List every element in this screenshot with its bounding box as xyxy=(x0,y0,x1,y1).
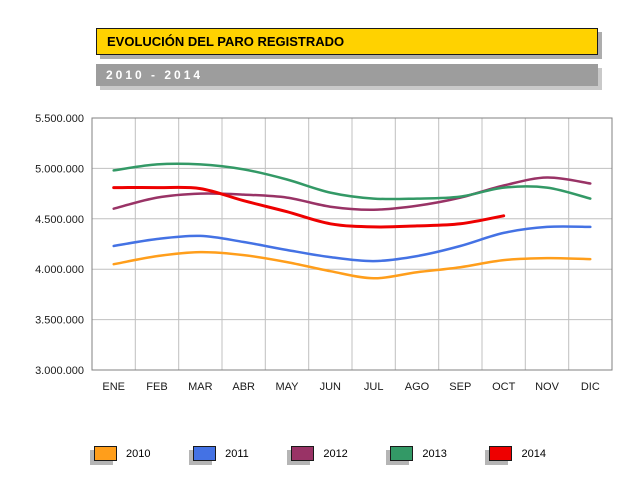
x-axis-label: FEB xyxy=(146,381,167,393)
grid xyxy=(91,117,613,371)
x-axis-label: AGO xyxy=(405,381,430,393)
legend-key-2011 xyxy=(193,446,217,461)
x-axis-label: ABR xyxy=(232,381,255,393)
chart-legend: 2010 2011 2012 2013 2014 xyxy=(94,446,546,461)
series-line-2012 xyxy=(112,176,592,211)
legend-label: 2013 xyxy=(422,447,447,460)
x-axis-label: SEP xyxy=(449,381,471,393)
y-axis-label: 3.500.000 xyxy=(35,315,84,327)
y-axis-label: 5.500.000 xyxy=(35,113,84,125)
y-axis-label: 5.000.000 xyxy=(35,163,84,175)
x-axis-label: MAR xyxy=(188,381,213,393)
y-axis-label: 4.500.000 xyxy=(35,214,84,226)
legend-item-2010: 2010 xyxy=(94,446,150,461)
legend-item-2014: 2014 xyxy=(489,446,546,461)
x-axis-label: JUN xyxy=(320,381,341,393)
chart-subtitle-bar: 2010 - 2014 xyxy=(96,64,598,86)
legend-item-2013: 2013 xyxy=(390,446,447,461)
line-chart: 5.500.000 5.000.000 4.500.000 4.000.000 3.50… xyxy=(35,113,613,393)
legend-key-2012 xyxy=(291,446,315,461)
legend-label: 2011 xyxy=(225,447,249,460)
legend-key-2014 xyxy=(489,446,513,461)
y-axis: 5.500.000 5.000.000 4.500.000 4.000.000 3.50… xyxy=(35,113,84,377)
series-line-2010 xyxy=(112,250,592,280)
series-line-2014 xyxy=(112,185,506,229)
legend-label: 2010 xyxy=(126,447,151,460)
y-axis-label: 3.000.000 xyxy=(35,365,84,377)
x-axis-label: DIC xyxy=(581,381,600,393)
legend-key-2010 xyxy=(94,446,117,461)
legend-item-2012: 2012 xyxy=(291,446,348,461)
legend-label: 2012 xyxy=(323,447,348,460)
x-axis-label: JUL xyxy=(364,381,384,393)
legend-label: 2014 xyxy=(521,447,546,460)
y-axis-label: 4.000.000 xyxy=(35,264,84,276)
plot-border xyxy=(91,117,613,371)
x-axis-label: MAY xyxy=(275,381,299,393)
x-axis-label: ENE xyxy=(102,381,125,393)
x-axis-label: NOV xyxy=(535,381,560,393)
chart-title: EVOLUCIÓN DEL PARO REGISTRADO xyxy=(107,34,345,49)
series-line-2011 xyxy=(112,225,592,263)
chart-title-bar: EVOLUCIÓN DEL PARO REGISTRADO xyxy=(96,28,598,55)
legend-key-2013 xyxy=(390,446,414,461)
x-axis: ENE FEB MAR ABR MAY JUN JUL AGO SEP OCT NOV DIC xyxy=(102,381,599,393)
legend-item-2011: 2011 xyxy=(193,446,249,461)
series-lines xyxy=(112,162,592,280)
chart-subtitle: 2010 - 2014 xyxy=(106,68,204,82)
x-axis-label: OCT xyxy=(492,381,516,393)
series-line-2013 xyxy=(112,162,592,201)
